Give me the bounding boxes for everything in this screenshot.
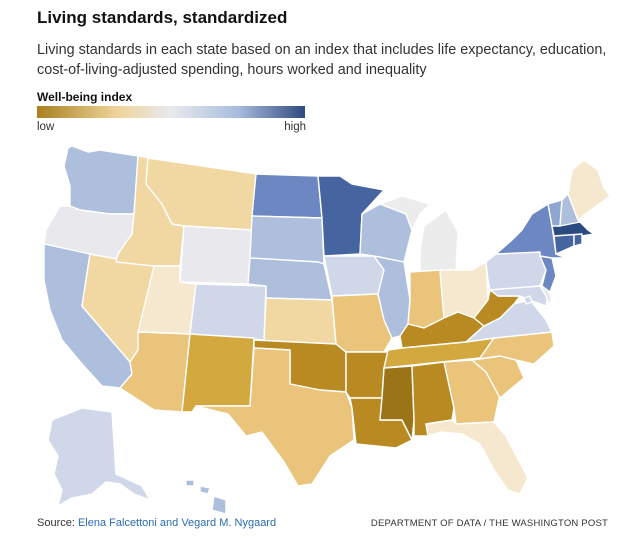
legend-low-label: low <box>37 121 55 133</box>
state-rhode-island[interactable]: Rhode Island <box>573 233 583 247</box>
chart-title: Living standards, standardized <box>37 8 288 27</box>
state-iowa[interactable]: Iowa <box>323 255 385 297</box>
state-alaska[interactable]: Alaska <box>47 407 151 507</box>
state-washington[interactable]: Washington <box>63 145 139 215</box>
state-florida[interactable]: Florida <box>425 419 529 495</box>
state-south-dakota[interactable]: South Dakota <box>249 215 325 265</box>
state-district-of-columbia[interactable]: District of Columbia <box>523 295 533 305</box>
source-note: Source: Elena Falcettoni and Vegard M. N… <box>37 517 276 529</box>
state-wyoming[interactable]: Wyoming <box>179 225 253 285</box>
state-texas[interactable]: Texas <box>195 347 355 487</box>
credit-line: DEPARTMENT OF DATA / THE WASHINGTON POST <box>370 518 608 529</box>
legend-high-label: high <box>284 121 306 133</box>
state-pennsylvania[interactable]: Pennsylvania <box>485 251 547 291</box>
state-north-dakota[interactable]: North Dakota <box>251 173 323 219</box>
state-indiana[interactable]: Indiana <box>407 269 445 329</box>
state-illinois[interactable]: Illinois <box>373 255 411 339</box>
state-connecticut[interactable]: Connecticut <box>553 233 575 255</box>
source-link[interactable]: Elena Falcettoni and Vegard M. Nygaard <box>77 517 277 529</box>
state-hawaii[interactable]: Hawaii <box>185 479 227 515</box>
state-arkansas[interactable]: Arkansas <box>345 351 389 399</box>
state-new-mexico[interactable]: New Mexico <box>181 333 255 413</box>
legend-color-bar <box>37 106 305 118</box>
state-maine[interactable]: Maine <box>567 159 611 221</box>
state-kansas[interactable]: Kansas <box>263 297 337 345</box>
state-colorado[interactable]: Colorado <box>189 283 267 341</box>
chart-subtitle: Living standards in each state based on … <box>37 42 607 78</box>
source-prefix: Source: <box>37 517 78 529</box>
state-new-hampshire[interactable]: New Hampshire <box>559 193 581 227</box>
legend-title: Well-being index <box>37 90 133 104</box>
